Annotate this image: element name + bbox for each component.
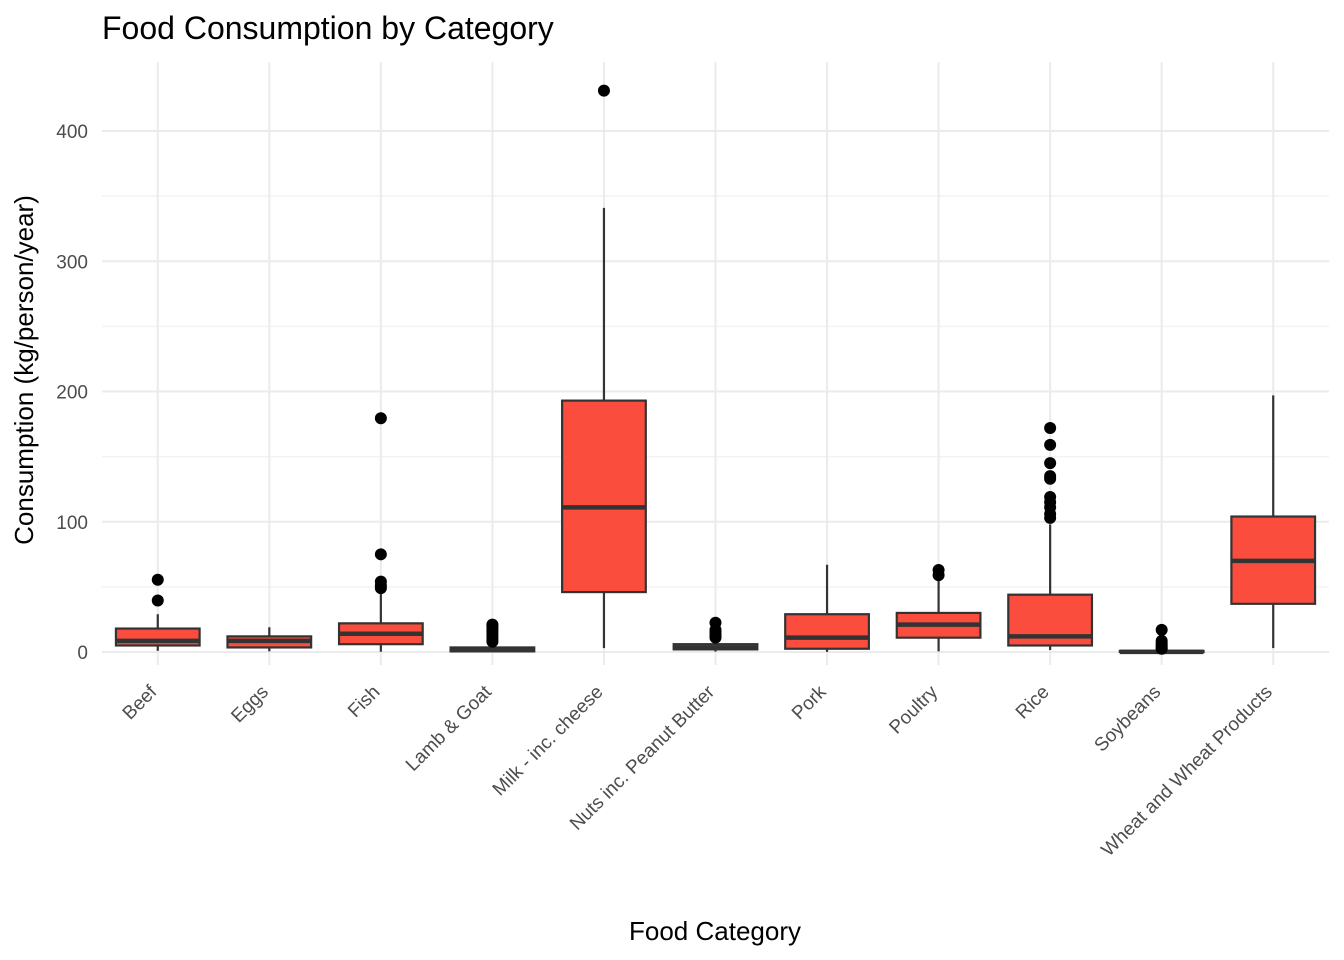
y-tick-label: 400	[56, 122, 88, 143]
box-4	[561, 84, 647, 649]
outlier-point	[374, 412, 387, 425]
x-tick-label: Beef	[119, 681, 162, 724]
x-tick-label: Lamb & Goat	[402, 681, 497, 776]
x-tick-label: Fish	[344, 682, 384, 722]
box-5	[672, 616, 759, 652]
x-tick-label: Rice	[1012, 682, 1054, 724]
y-axis-ticks: 0 100 200 300 400	[56, 122, 88, 664]
y-tick-label: 0	[77, 643, 88, 664]
outlier-point	[1044, 491, 1057, 504]
box-8	[1007, 421, 1094, 651]
chart-title: Food Consumption by Category	[102, 10, 554, 46]
outlier-point	[1155, 623, 1168, 636]
x-axis-title: Food Category	[629, 916, 801, 946]
outlier-point	[597, 84, 610, 97]
outlier-point	[374, 548, 387, 561]
x-tick-label: Poultry	[885, 681, 942, 738]
y-tick-label: 200	[56, 383, 88, 404]
outlier-point	[1044, 438, 1057, 451]
outlier-point	[1155, 634, 1168, 647]
box-3	[449, 618, 536, 653]
box-iqr	[561, 399, 647, 594]
box-iqr	[784, 613, 870, 650]
x-tick-label: Pork	[788, 681, 831, 724]
y-tick-label: 300	[56, 252, 88, 273]
y-axis-title: Consumption (kg/person/year)	[9, 195, 39, 545]
box-2	[337, 412, 424, 652]
outlier-point	[151, 594, 164, 607]
outlier-point	[1044, 457, 1057, 470]
outlier-point	[1044, 470, 1057, 483]
box-10	[1230, 395, 1317, 649]
outlier-point	[151, 573, 164, 586]
outlier-point	[486, 618, 499, 631]
box-6	[784, 564, 870, 652]
y-tick-label: 100	[56, 513, 88, 534]
x-tick-label: Eggs	[227, 682, 272, 727]
box-0	[114, 573, 201, 651]
boxes	[114, 84, 1317, 655]
outlier-point	[1044, 421, 1057, 434]
outlier-point	[709, 616, 722, 629]
grid-lines	[102, 62, 1329, 665]
box-9	[1118, 623, 1205, 655]
x-tick-label: Soybeans	[1091, 682, 1166, 757]
outlier-point	[932, 563, 945, 576]
x-tick-label: Milk - inc. cheese	[489, 682, 608, 801]
box-7	[895, 563, 982, 652]
box-1	[226, 627, 313, 652]
outlier-point	[374, 575, 387, 588]
